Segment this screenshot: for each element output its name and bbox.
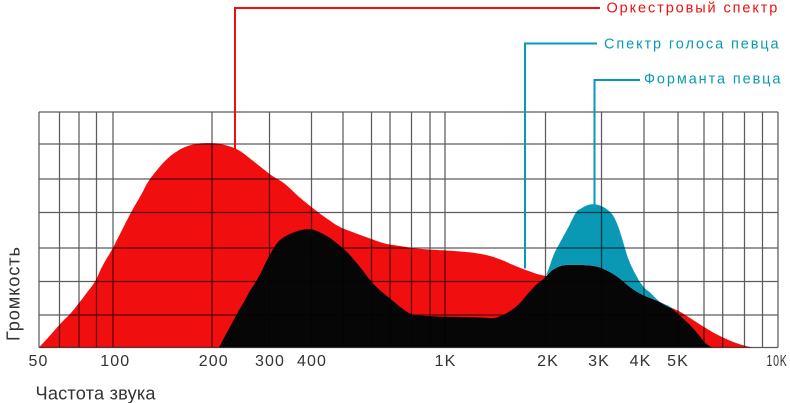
svg-text:1K: 1K: [435, 353, 457, 370]
svg-text:Громкость: Громкость: [4, 246, 24, 341]
svg-text:3K: 3K: [588, 353, 610, 370]
svg-text:Спектр голоса певца: Спектр голоса певца: [604, 36, 780, 52]
svg-text:2K: 2K: [537, 353, 559, 370]
svg-text:Оркестровый спектр: Оркестровый спектр: [607, 1, 780, 17]
svg-text:Частота звука: Частота звука: [36, 384, 157, 403]
svg-text:10K: 10K: [767, 353, 788, 370]
svg-text:5K: 5K: [667, 353, 689, 370]
svg-text:300: 300: [255, 353, 285, 370]
svg-text:200: 200: [199, 353, 229, 370]
svg-text:4K: 4K: [630, 353, 652, 370]
svg-text:100: 100: [100, 353, 130, 370]
svg-text:Форманта певца: Форманта певца: [644, 71, 782, 87]
svg-text:50: 50: [29, 353, 49, 370]
svg-text:400: 400: [297, 353, 327, 370]
